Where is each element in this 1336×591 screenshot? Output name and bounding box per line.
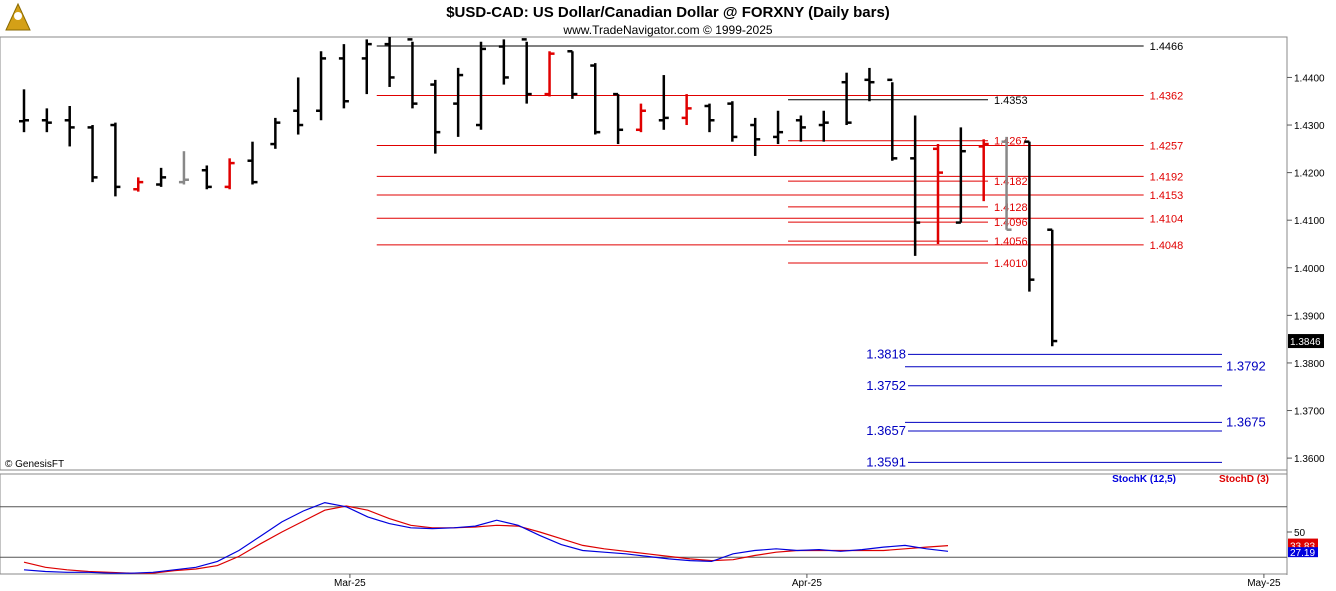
price-tick-label: 1.4000: [1294, 264, 1325, 275]
level-label: 1.3818: [866, 346, 906, 361]
price-tick-label: 1.3700: [1294, 407, 1325, 418]
level-label: 1.4466: [1150, 41, 1184, 53]
ohlc-bar: [933, 144, 943, 244]
price-tick-label: 1.3800: [1294, 359, 1325, 370]
ohlc-bar: [887, 78, 898, 161]
ohlc-bar: [658, 75, 669, 130]
chart-subtitle: www.TradeNavigator.com © 1999-2025: [562, 23, 772, 37]
ohlc-bar: [978, 139, 989, 202]
ohlc-bar: [841, 72, 852, 126]
ohlc-bar: [1024, 140, 1035, 292]
ohlc-bar: [544, 51, 555, 97]
ohlc-bar: [338, 44, 349, 109]
price-tick-label: 1.4400: [1294, 73, 1325, 84]
ohlc-bar: [293, 77, 304, 135]
level-label: 1.3752: [866, 378, 906, 393]
ohlc-bar: [19, 89, 29, 133]
ohlc-bar: [64, 105, 75, 147]
levels-layer: 1.4466 1.4362 1.4353 1.4267 1.4257 1.4192 1.41…: [376, 41, 1266, 469]
ohlc-bar: [407, 38, 418, 109]
stoch-k-line: [23, 501, 949, 574]
level-label: 1.4192: [1150, 171, 1184, 183]
stoch-k-value-box: [1288, 547, 1318, 558]
price-tick-label: 1.4300: [1294, 121, 1325, 132]
level-label: 1.3792: [1226, 359, 1266, 374]
ohlc-bar: [864, 67, 875, 102]
level-label: 1.4267: [994, 136, 1028, 148]
ohlc-bar: [133, 177, 144, 192]
ohlc-bar: [635, 103, 646, 133]
stoch-tick-label: 50: [1294, 528, 1306, 539]
ohlc-bar: [613, 92, 624, 145]
ohlc-bar: [453, 67, 464, 137]
ohlc-bar: [110, 122, 121, 197]
level-label: 1.4128: [994, 202, 1028, 214]
level-label: 1.3675: [1226, 414, 1266, 429]
date-tick-label: May-25: [1247, 578, 1281, 589]
price-axis: 1.4400 1.4300 1.4200 1.4100 1.4000 1.3900 1.38…: [1287, 73, 1325, 465]
ohlc-bar: [476, 41, 486, 130]
date-axis: Mar-25 Apr-25 May-25: [334, 574, 1281, 589]
level-label: 1.4056: [994, 236, 1028, 248]
ohlc-bar: [361, 39, 372, 95]
ohlc-bar: [430, 79, 441, 154]
ohlc-bar: [270, 117, 281, 149]
ohlc-bar: [41, 108, 52, 133]
date-tick-label: Mar-25: [334, 578, 366, 589]
level-label: 1.4182: [994, 176, 1028, 188]
ohlc-bar: [1047, 228, 1058, 347]
price-tick-label: 1.4100: [1294, 216, 1325, 227]
level-label: 1.4153: [1150, 190, 1184, 202]
ohlc-bar: [955, 127, 966, 224]
last-price-box: [1288, 334, 1324, 349]
last-price-label: 1.3846: [1290, 337, 1321, 348]
ohlc-bar: [384, 37, 395, 87]
ohlc-bar: [590, 63, 601, 135]
level-label: 1.3591: [866, 454, 906, 469]
ohlc-bar: [750, 117, 761, 156]
ohlc-bar: [910, 115, 921, 256]
level-label: 1.4257: [1150, 140, 1184, 152]
ohlc-bar: [818, 110, 829, 142]
stochastic-panel: [0, 473, 1288, 575]
ohlc-bar: [681, 94, 692, 126]
level-label: 1.3657: [866, 423, 906, 438]
ohlc-bar: [316, 51, 327, 121]
level-label: 1.4353: [994, 95, 1028, 107]
ohlc-bar: [498, 39, 509, 85]
date-tick-label: Apr-25: [792, 578, 822, 589]
ohlc-bar: [567, 50, 578, 99]
ohlc-bar: [247, 141, 258, 185]
ohlc-bar: [795, 115, 806, 142]
level-label: 1.4362: [1150, 91, 1184, 103]
ohlc-bar: [178, 151, 189, 185]
stoch-d-legend: StochD (3): [1219, 474, 1269, 485]
ohlc-bar: [727, 101, 738, 142]
price-tick-label: 1.3600: [1294, 454, 1325, 465]
price-tick-label: 1.3900: [1294, 311, 1325, 322]
ohlc-bars: [19, 37, 1058, 347]
level-label: 1.4010: [994, 258, 1028, 270]
copyright-label: © GenesisFT: [5, 459, 64, 470]
trade-navigator-logo-icon: [5, 2, 31, 31]
ohlc-bar: [773, 110, 784, 145]
ohlc-bar: [521, 38, 532, 104]
ohlc-bar: [224, 158, 235, 190]
ohlc-bar: [201, 165, 212, 190]
level-label: 1.4104: [1150, 213, 1184, 225]
price-tick-label: 1.4200: [1294, 169, 1325, 180]
ohlc-bar: [87, 125, 98, 183]
level-label: 1.4048: [1150, 240, 1184, 252]
stoch-k-legend: StochK (12,5): [1112, 474, 1176, 485]
ohlc-bar: [156, 167, 167, 187]
chart-title: $USD-CAD: US Dollar/Canadian Dollar @ FO…: [446, 4, 890, 21]
stoch-d-value-label: 33.83: [1290, 542, 1315, 553]
level-label: 1.4096: [994, 217, 1028, 229]
stoch-k-value-label: 27.19: [1290, 548, 1315, 559]
ohlc-bar: [1001, 136, 1012, 231]
ohlc-bar: [704, 103, 715, 133]
